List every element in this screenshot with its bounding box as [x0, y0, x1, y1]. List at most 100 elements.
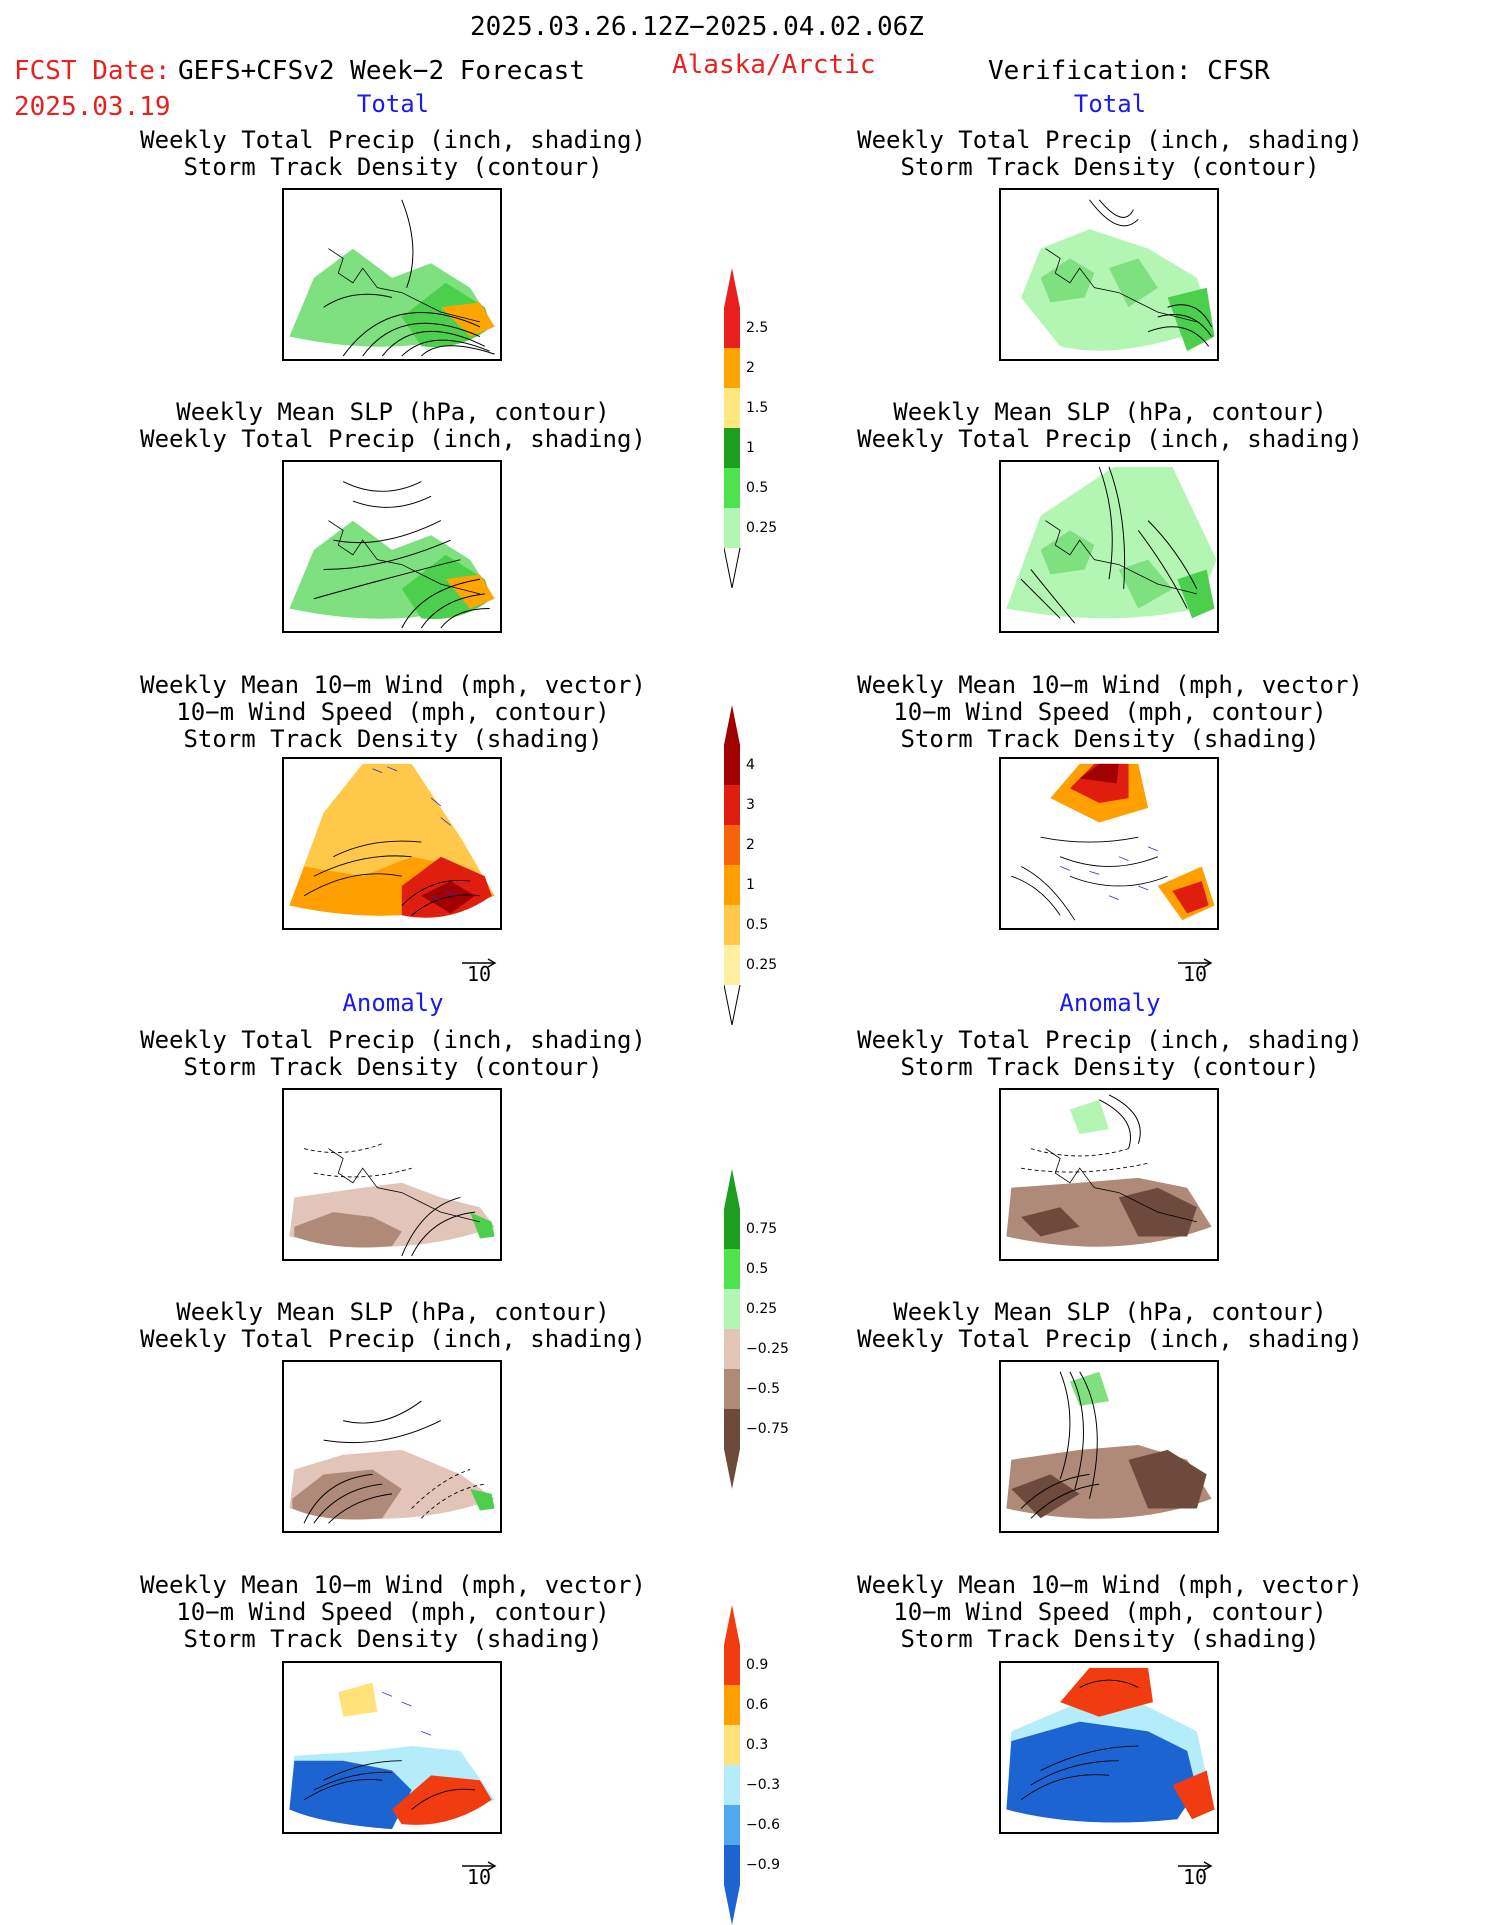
- map-slp-precip-anom-verif: [999, 1360, 1219, 1533]
- colorbar-segment: [724, 1725, 740, 1765]
- colorbar-segment: [724, 388, 740, 428]
- colorbar-tick-label: 0.25: [746, 520, 778, 536]
- colorbar-top-cap: [724, 705, 740, 745]
- section-anomaly-right: Anomaly: [1059, 989, 1161, 1017]
- colorbar-tick-label: 0.5: [746, 917, 769, 933]
- map-slp-precip-total-fcst: [282, 460, 502, 633]
- colorbar-segment: [724, 1409, 740, 1449]
- colorbar-tick-label: 0.6: [746, 1697, 769, 1713]
- colorbar-tick-label: 2.5: [746, 320, 769, 336]
- section-total-left: Total: [356, 90, 430, 118]
- colorbar-graphic: [724, 268, 741, 588]
- title-wind-storm-anom-left: Weekly Mean 10−m Wind (mph, vector) 10−m…: [140, 1571, 646, 1653]
- fcst-date-value: 2025.03.19: [14, 92, 171, 122]
- colorbar-segment: [724, 1209, 740, 1249]
- colorbar-tick-label: 1: [746, 877, 755, 893]
- title-wind-storm-anom-right: Weekly Mean 10−m Wind (mph, vector) 10−m…: [857, 1571, 1363, 1653]
- colorbar-segment: [724, 1685, 740, 1725]
- verification-label: Verification: CFSR: [988, 56, 1270, 86]
- map-precip-storm-total-fcst: [282, 188, 502, 361]
- colorbar-tick-label: 0.9: [746, 1657, 769, 1673]
- colorbar-segment: [724, 1249, 740, 1289]
- colorbar-tick-label: −0.6: [746, 1817, 780, 1833]
- colorbar-graphic: [724, 1605, 740, 1925]
- colorbar-segment: [724, 745, 740, 785]
- colorbar-segment: [724, 508, 740, 548]
- map-precip-storm-total-verif: [999, 188, 1219, 361]
- colorbar-storm-anom: 0.9 0.6 0.3 −0.3 −0.6 −0.9: [724, 1605, 804, 1925]
- colorbar-segment: [724, 1369, 740, 1409]
- colorbar-tick-label: 0.25: [746, 957, 778, 973]
- colorbar-tick-label: 4: [746, 757, 755, 773]
- arrow-right-icon: [1170, 1853, 1220, 1871]
- title-precip-storm-anom-right: Weekly Total Precip (inch, shading) Stor…: [857, 1026, 1363, 1081]
- colorbar-tick-label: 3: [746, 797, 755, 813]
- vector-ref-anom-left: 10: [454, 1853, 504, 1889]
- colorbar-tick-label: −0.9: [746, 1857, 780, 1873]
- colorbar-precip-anom: 0.75 0.5 0.25 −0.25 −0.5 −0.75: [724, 1169, 804, 1489]
- colorbar-tick-label: 2: [746, 837, 755, 853]
- colorbar-segment: [724, 1845, 740, 1885]
- colorbar-segment: [724, 825, 740, 865]
- vector-ref-label: 10: [1182, 962, 1208, 986]
- colorbar-segment: [724, 308, 740, 348]
- colorbar-tick-label: −0.3: [746, 1777, 780, 1793]
- map-precip-storm-anom-fcst: [282, 1088, 502, 1261]
- title-slp-precip-total-right: Weekly Mean SLP (hPa, contour) Weekly To…: [857, 398, 1363, 453]
- map-wind-storm-total-fcst: [282, 757, 502, 930]
- colorbar-segment: [724, 1289, 740, 1329]
- colorbar-bottom-cap: [724, 1885, 740, 1925]
- title-wind-storm-total-right: Weekly Mean 10−m Wind (mph, vector) 10−m…: [857, 671, 1363, 753]
- map-slp-precip-anom-fcst: [282, 1360, 502, 1533]
- colorbar-segment: [724, 785, 740, 825]
- colorbar-bottom-cap: [724, 984, 741, 1025]
- title-precip-storm-anom-left: Weekly Total Precip (inch, shading) Stor…: [140, 1026, 646, 1081]
- colorbar-segment: [724, 348, 740, 388]
- arrow-right-icon: [1170, 950, 1220, 968]
- vector-ref-total-right: 10: [1170, 950, 1220, 986]
- colorbar-tick-label: 1.5: [746, 400, 769, 416]
- map-wind-storm-anom-fcst: [282, 1661, 502, 1834]
- colorbar-segment: [724, 865, 740, 905]
- map-wind-storm-total-verif: [999, 757, 1219, 930]
- colorbar-storm-total: 4 3 2 1 0.5 0.25: [724, 705, 804, 1025]
- colorbar-segment: [724, 1765, 740, 1805]
- colorbar-precip-total: 2.5 2 1.5 1 0.5 0.25: [724, 268, 804, 588]
- title-slp-precip-anom-right: Weekly Mean SLP (hPa, contour) Weekly To…: [857, 1298, 1363, 1353]
- title-slp-precip-total-left: Weekly Mean SLP (hPa, contour) Weekly To…: [140, 398, 646, 453]
- vector-ref-total-left: 10: [454, 950, 504, 986]
- section-anomaly-left: Anomaly: [342, 989, 444, 1017]
- colorbar-tick-label: 0.25: [746, 1301, 778, 1317]
- colorbar-segment: [724, 468, 740, 508]
- colorbar-tick-label: −0.5: [746, 1381, 780, 1397]
- colorbar-tick-label: 2: [746, 360, 755, 376]
- colorbar-segment: [724, 1645, 740, 1685]
- colorbar-tick-label: 0.5: [746, 1261, 769, 1277]
- colorbar-segment: [724, 1329, 740, 1369]
- title-wind-storm-total-left: Weekly Mean 10−m Wind (mph, vector) 10−m…: [140, 671, 646, 753]
- colorbar-segment: [724, 905, 740, 945]
- colorbar-tick-label: 0.5: [746, 480, 769, 496]
- title-precip-storm-total-right: Weekly Total Precip (inch, shading) Stor…: [857, 126, 1363, 181]
- colorbar-top-cap: [724, 268, 740, 308]
- vector-ref-label: 10: [1182, 1865, 1208, 1889]
- colorbar-tick-label: 0.75: [746, 1221, 778, 1237]
- colorbar-tick-label: −0.25: [746, 1341, 789, 1357]
- colorbar-segment: [724, 428, 740, 468]
- map-wind-storm-anom-verif: [999, 1661, 1219, 1834]
- colorbar-tick-label: 1: [746, 440, 755, 456]
- colorbar-graphic: [724, 705, 741, 1025]
- fcst-date-label: FCST Date:: [14, 56, 171, 86]
- region-label: Alaska/Arctic: [672, 50, 876, 80]
- map-precip-storm-anom-verif: [999, 1088, 1219, 1261]
- colorbar-graphic: [724, 1169, 740, 1489]
- colorbar-tick-label: 0.3: [746, 1737, 769, 1753]
- colorbar-tick-label: −0.75: [746, 1421, 789, 1437]
- vector-ref-anom-right: 10: [1170, 1853, 1220, 1889]
- section-total-right: Total: [1073, 90, 1147, 118]
- colorbar-segment: [724, 945, 740, 985]
- vector-ref-label: 10: [466, 1865, 492, 1889]
- title-slp-precip-anom-left: Weekly Mean SLP (hPa, contour) Weekly To…: [140, 1298, 646, 1353]
- colorbar-top-cap: [724, 1605, 740, 1645]
- date-range-title: 2025.03.26.12Z−2025.04.02.06Z: [470, 12, 924, 42]
